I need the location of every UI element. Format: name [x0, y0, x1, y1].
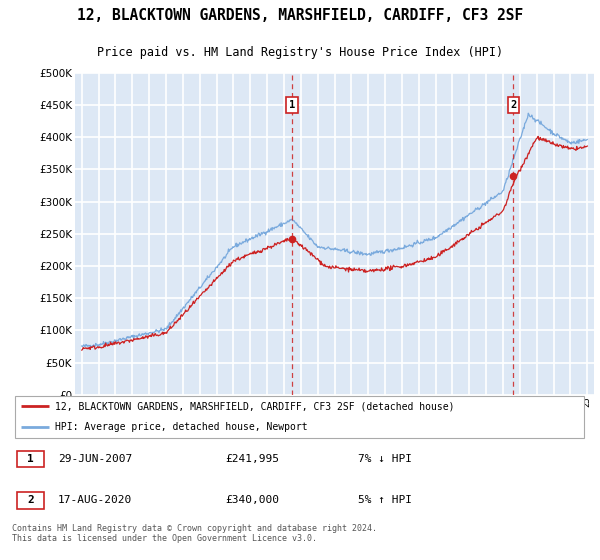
Text: 7% ↓ HPI: 7% ↓ HPI — [358, 454, 412, 464]
Text: 1: 1 — [289, 100, 295, 110]
Text: 2: 2 — [511, 100, 517, 110]
Text: £340,000: £340,000 — [225, 496, 279, 505]
Text: HPI: Average price, detached house, Newport: HPI: Average price, detached house, Newp… — [55, 422, 308, 432]
Text: 1: 1 — [27, 454, 34, 464]
Text: 12, BLACKTOWN GARDENS, MARSHFIELD, CARDIFF, CF3 2SF: 12, BLACKTOWN GARDENS, MARSHFIELD, CARDI… — [77, 8, 523, 23]
Text: 5% ↑ HPI: 5% ↑ HPI — [358, 496, 412, 505]
Text: 12, BLACKTOWN GARDENS, MARSHFIELD, CARDIFF, CF3 2SF (detached house): 12, BLACKTOWN GARDENS, MARSHFIELD, CARDI… — [55, 401, 455, 411]
FancyBboxPatch shape — [15, 395, 584, 438]
Text: Contains HM Land Registry data © Crown copyright and database right 2024.
This d: Contains HM Land Registry data © Crown c… — [12, 524, 377, 543]
Text: 2: 2 — [27, 496, 34, 505]
Text: £241,995: £241,995 — [225, 454, 279, 464]
Text: Price paid vs. HM Land Registry's House Price Index (HPI): Price paid vs. HM Land Registry's House … — [97, 46, 503, 59]
FancyBboxPatch shape — [17, 492, 44, 508]
FancyBboxPatch shape — [17, 451, 44, 467]
Text: 29-JUN-2007: 29-JUN-2007 — [58, 454, 133, 464]
Text: 17-AUG-2020: 17-AUG-2020 — [58, 496, 133, 505]
